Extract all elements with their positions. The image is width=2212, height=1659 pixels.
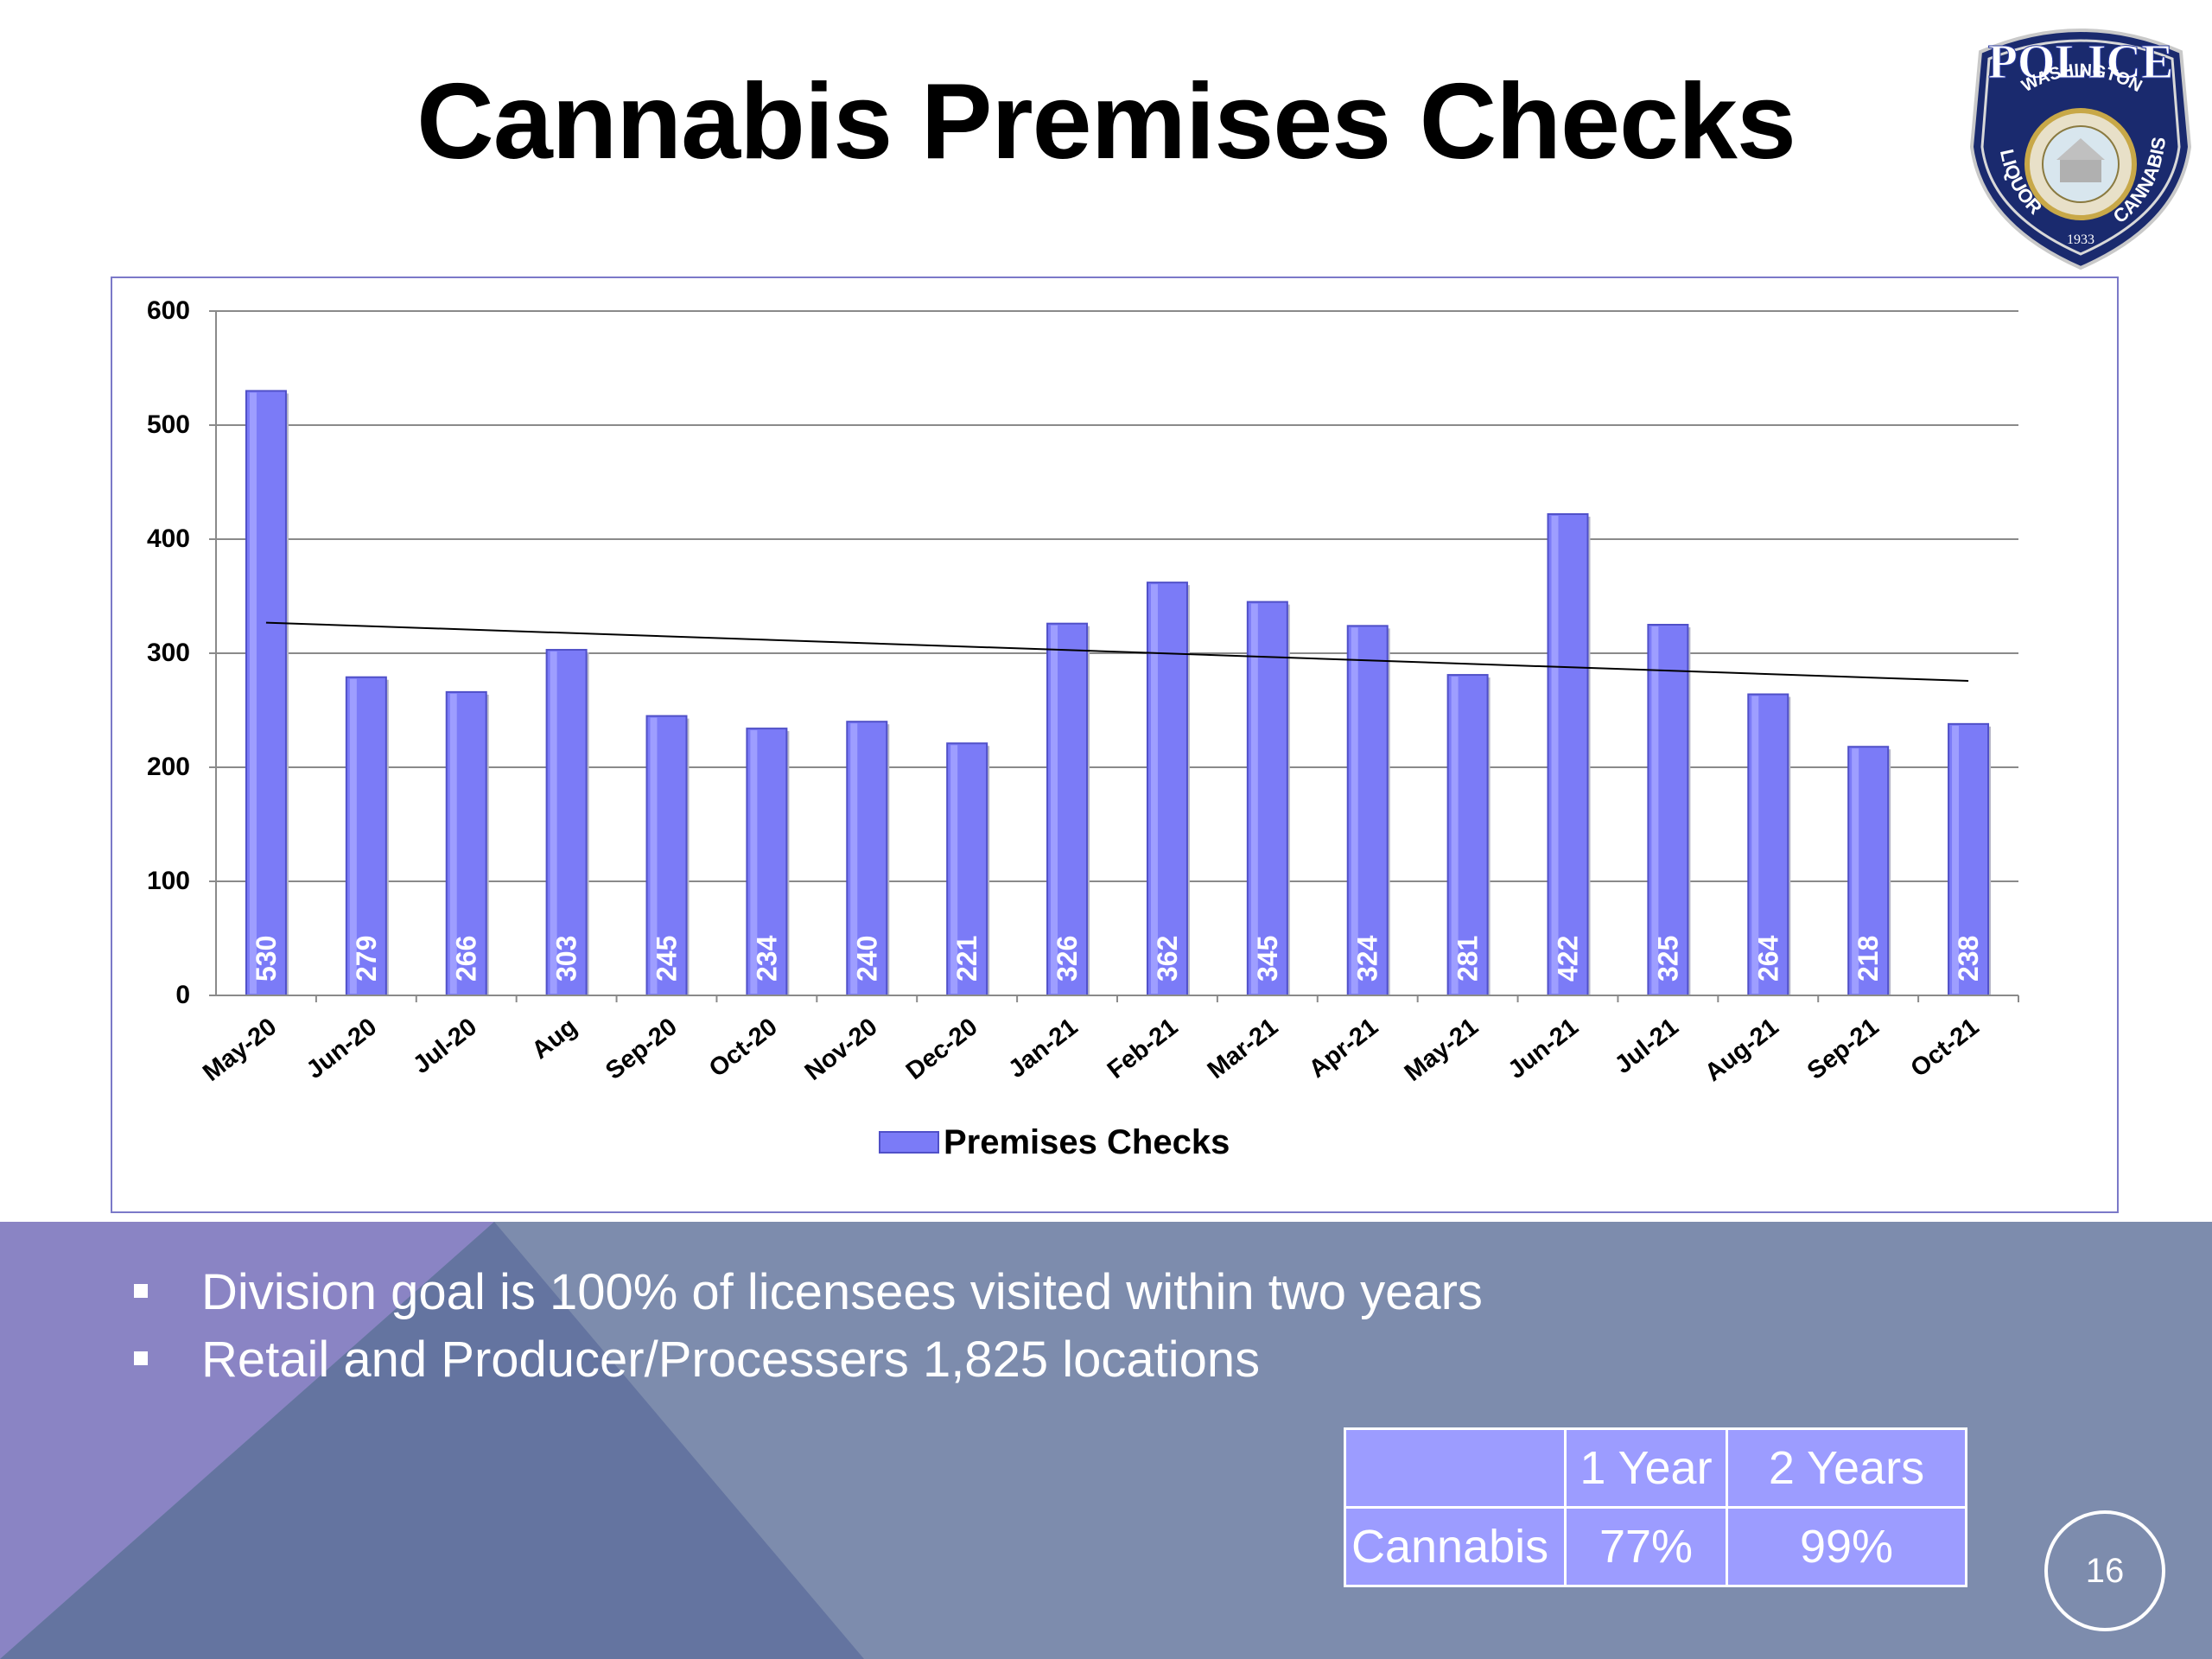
legend-label: Premises Checks xyxy=(944,1123,1230,1161)
summary-table: 1 Year 2 Years Cannabis 77% 99% xyxy=(1344,1427,1967,1587)
bar-highlight xyxy=(850,723,858,994)
bar-chart: 0 100 200 300 400 500 600 530 May-20 279 Jun-20 266… xyxy=(147,296,2019,1161)
bar-highlight xyxy=(1051,625,1058,994)
badge-year: 1933 xyxy=(2067,232,2094,247)
bullet-text: Division goal is 100% of licensees visit… xyxy=(201,1264,1483,1320)
table-header-cell xyxy=(1344,1427,1567,1509)
data-label: 218 xyxy=(1853,936,1884,982)
table-header-cell: 1 Year xyxy=(1564,1427,1728,1509)
table-header-cell: 2 Years xyxy=(1726,1427,1967,1509)
x-tick-label: Oct-20 xyxy=(704,1013,783,1083)
bar-highlight xyxy=(1852,748,1859,994)
data-label: 264 xyxy=(1752,935,1783,982)
x-tick-label: May-21 xyxy=(1400,1013,1484,1087)
bar-highlight xyxy=(1551,515,1559,994)
data-label: 221 xyxy=(951,936,982,982)
table-cell: 77% xyxy=(1564,1506,1728,1587)
data-label: 234 xyxy=(751,935,782,982)
bullet-item: Retail and Producer/Processers 1,825 loc… xyxy=(134,1331,1260,1389)
x-tick-label: Mar-21 xyxy=(1203,1013,1283,1084)
bar-highlight xyxy=(249,392,257,994)
x-tick-label: Jul-20 xyxy=(408,1013,482,1079)
x-tick-label: Oct-21 xyxy=(1906,1013,1985,1083)
x-tick-label: Feb-21 xyxy=(1103,1013,1183,1084)
data-label: 266 xyxy=(451,936,482,982)
y-tick-label: 100 xyxy=(147,867,190,895)
legend-swatch xyxy=(879,1131,939,1154)
x-tick-label: Aug xyxy=(527,1013,582,1065)
trendline xyxy=(265,621,1969,683)
bullet-text: Retail and Producer/Processers 1,825 loc… xyxy=(201,1332,1261,1388)
data-label: 245 xyxy=(652,936,683,982)
data-label: 238 xyxy=(1953,936,1984,982)
bar-highlight xyxy=(349,678,357,994)
x-tick-label: Sep-21 xyxy=(1802,1013,1885,1085)
x-tick-label: Sep-20 xyxy=(601,1013,683,1085)
bar-highlight xyxy=(1150,584,1158,994)
data-label: 325 xyxy=(1652,936,1683,982)
bar-highlight xyxy=(750,730,758,994)
police-badge-logo: POLICE WASHINGTON LIQUOR CANNABIS 1933 xyxy=(1969,29,2192,270)
bar-highlight xyxy=(449,693,457,994)
x-tick-label: Apr-21 xyxy=(1304,1013,1383,1084)
bar-highlight xyxy=(550,652,557,994)
data-label: 530 xyxy=(251,936,282,982)
data-label: 240 xyxy=(851,936,882,982)
table-cell: Cannabis xyxy=(1344,1506,1567,1587)
x-tick-label: Jul-21 xyxy=(1610,1013,1684,1079)
table-header-row: 1 Year 2 Years xyxy=(1344,1427,1967,1509)
data-label: 422 xyxy=(1553,936,1584,982)
x-tick-label: Jun-20 xyxy=(302,1013,382,1084)
data-label: 279 xyxy=(351,936,382,982)
x-tick-label: Aug-21 xyxy=(1700,1013,1783,1087)
badge-top-text: POLICE xyxy=(1988,35,2174,89)
bar-highlight xyxy=(1651,626,1659,994)
y-tick-label: 500 xyxy=(147,410,190,439)
data-label: 281 xyxy=(1452,936,1484,982)
data-label: 362 xyxy=(1152,936,1183,982)
bar-highlight xyxy=(1250,603,1258,994)
data-label: 303 xyxy=(551,936,582,982)
bar-highlight xyxy=(1451,677,1459,994)
y-tick-label: 600 xyxy=(147,296,190,325)
data-label: 345 xyxy=(1252,936,1283,982)
x-tick-label: Jan-21 xyxy=(1003,1013,1083,1084)
table-row: Cannabis 77% 99% xyxy=(1344,1506,1967,1587)
y-tick-label: 0 xyxy=(175,981,190,1009)
bullet-square-icon xyxy=(134,1351,148,1365)
bar-highlight xyxy=(1351,627,1358,994)
x-tick-label: Nov-20 xyxy=(800,1013,883,1086)
data-label: 326 xyxy=(1052,936,1083,982)
bar-highlight xyxy=(1952,725,1960,994)
x-tick-label: May-20 xyxy=(198,1013,282,1087)
bar-highlight xyxy=(650,717,658,994)
y-tick-label: 400 xyxy=(147,524,190,553)
y-tick-label: 300 xyxy=(147,639,190,667)
x-tick-label: Jun-21 xyxy=(1503,1013,1583,1084)
bullet-item: Division goal is 100% of licensees visit… xyxy=(134,1263,1483,1321)
data-label: 324 xyxy=(1352,935,1383,982)
bullet-square-icon xyxy=(134,1283,148,1298)
slide-title: Cannabis Premises Checks xyxy=(416,62,1796,181)
x-tick-label: Dec-20 xyxy=(901,1013,983,1085)
y-tick-label: 200 xyxy=(147,753,190,781)
page-number: 16 xyxy=(2044,1510,2165,1631)
bar-highlight xyxy=(950,745,958,994)
bar-highlight xyxy=(1751,696,1759,994)
table-cell: 99% xyxy=(1726,1506,1967,1587)
chart-frame: 0 100 200 300 400 500 600 530 May-20 279 Jun-20 266… xyxy=(111,276,2119,1213)
